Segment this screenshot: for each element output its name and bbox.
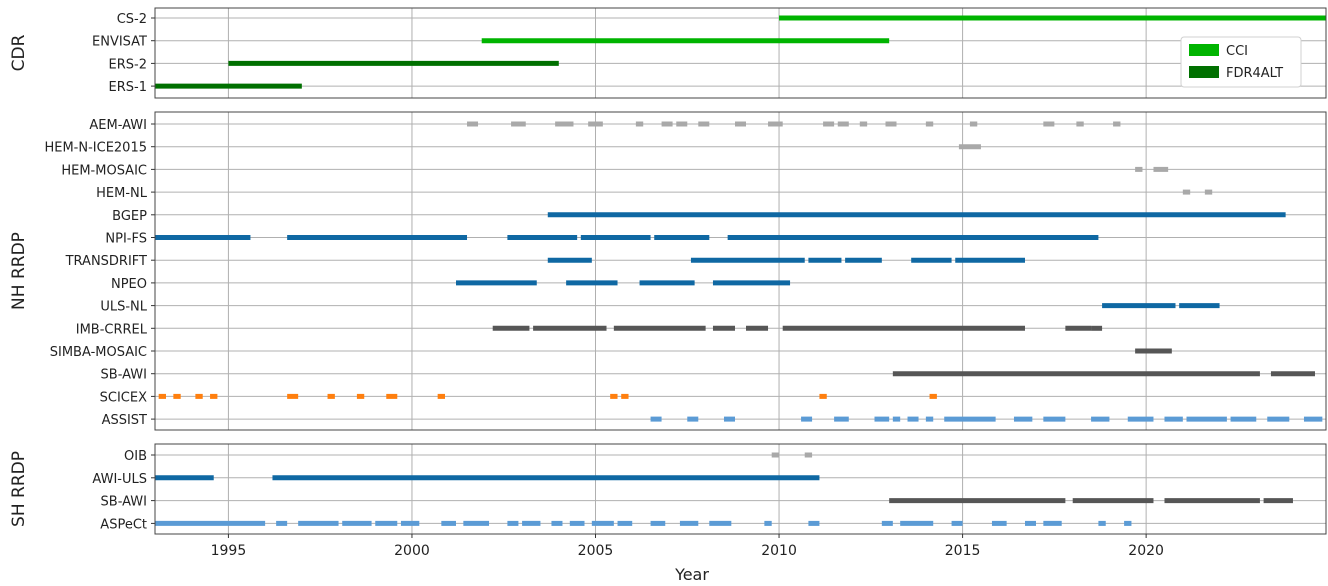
row-label: ERS-2: [109, 57, 147, 72]
row-label: SCICEX: [100, 390, 147, 405]
row-label: ERS-1: [109, 80, 147, 95]
x-tick-label: 2010: [761, 543, 797, 559]
legend-swatch: [1189, 66, 1219, 78]
row-label: OIB: [124, 449, 147, 464]
x-tick-label: 2020: [1128, 543, 1164, 559]
row-label: NPEO: [111, 277, 147, 292]
panel-ylabel: NH RRDP: [9, 232, 29, 310]
x-tick-label: 1995: [211, 543, 247, 559]
row-label: ASSIST: [102, 413, 147, 428]
panel-frame: [154, 443, 1327, 535]
panel-ylabel: SH RRDP: [9, 451, 29, 527]
row-label: CS-2: [117, 12, 147, 27]
legend-label: CCI: [1226, 44, 1248, 59]
panel-frames: [151, 7, 1327, 538]
row-label: TRANSDRIFT: [65, 254, 147, 269]
row-label: NPI-FS: [105, 232, 147, 247]
row-label: ULS-NL: [100, 300, 147, 315]
legend-swatch: [1189, 44, 1219, 56]
grid-lines: [155, 8, 1326, 534]
row-label: HEM-NL: [96, 186, 148, 201]
axis-labels: CS-2 ENVISAT ERS-2 ERS-1 CDR AEM-AWI HEM-N-ICE…: [9, 12, 1164, 559]
panel-ylabel: CDR: [9, 34, 29, 71]
row-label: ENVISAT: [92, 35, 147, 50]
legend-label: FDR4ALT: [1226, 66, 1283, 81]
row-label: SIMBA-MOSAIC: [50, 345, 147, 360]
segments: [155, 15, 1326, 526]
x-axis-label: Year: [674, 565, 709, 584]
panel-frame: [154, 7, 1327, 99]
row-label: SB-AWI: [101, 368, 147, 383]
panel-frame: [154, 111, 1327, 431]
row-label: SB-AWI: [101, 495, 147, 510]
row-label: AEM-AWI: [89, 118, 147, 133]
row-label: HEM-N-ICE2015: [44, 141, 147, 156]
x-tick-label: 2000: [394, 543, 430, 559]
row-label: BGEP: [112, 209, 147, 224]
row-label: HEM-MOSAIC: [61, 163, 147, 178]
row-label: IMB-CRREL: [76, 322, 148, 337]
x-tick-label: 2015: [945, 543, 981, 559]
row-label: AWI-ULS: [92, 472, 147, 487]
x-tick-label: 2005: [578, 543, 614, 559]
row-label: ASPeCt: [100, 517, 147, 532]
legend: CCI FDR4ALT: [1180, 36, 1302, 88]
